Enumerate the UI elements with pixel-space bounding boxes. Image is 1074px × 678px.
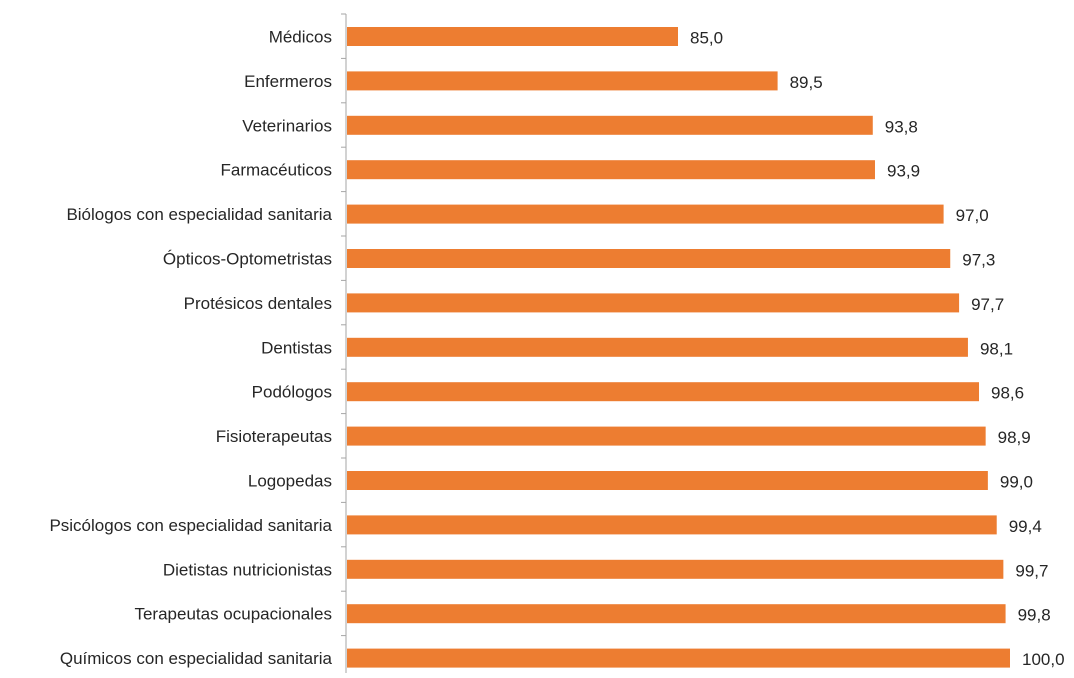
bar (347, 515, 997, 535)
category-label: Protésicos dentales (184, 294, 332, 313)
value-label: 99,7 (1015, 561, 1048, 580)
value-label: 98,6 (991, 384, 1024, 403)
category-label: Logopedas (248, 472, 332, 491)
category-label: Psicólogos con especialidad sanitaria (49, 516, 332, 535)
bar (347, 160, 875, 180)
value-label: 93,9 (887, 162, 920, 181)
value-label: 98,1 (980, 339, 1013, 358)
category-label: Fisioterapeutas (216, 427, 332, 446)
category-label: Ópticos-Optometristas (163, 250, 332, 269)
value-label: 97,7 (971, 295, 1004, 314)
category-label: Químicos con especialidad sanitaria (60, 649, 333, 668)
category-label: Enfermeros (244, 72, 332, 91)
y-axis (341, 13, 347, 673)
value-label: 98,9 (998, 428, 1031, 447)
bar (347, 249, 951, 268)
bars-group (347, 27, 1010, 668)
value-label: 85,0 (690, 29, 723, 48)
value-label: 99,4 (1009, 517, 1042, 536)
category-label: Terapeutas ocupacionales (134, 605, 332, 624)
category-label: Biólogos con especialidad sanitaria (66, 205, 332, 224)
value-label: 99,0 (1000, 473, 1033, 492)
category-label: Podólogos (252, 383, 332, 402)
bar (347, 426, 986, 446)
bar (347, 115, 873, 135)
value-labels: 85,0 89,5 93,8 93,9 97,0 97,3 97,7 98,1 98,6 98,9… (690, 29, 1065, 670)
value-label: 97,0 (956, 206, 989, 225)
value-label: 100,0 (1022, 650, 1065, 669)
value-label: 89,5 (790, 73, 823, 92)
bar (347, 604, 1006, 624)
value-label: 97,3 (962, 251, 995, 270)
bar (347, 293, 960, 313)
bar (347, 559, 1004, 579)
value-label: 99,8 (1018, 606, 1051, 625)
category-label: Dentistas (261, 338, 332, 357)
category-label: Farmacéuticos (221, 161, 332, 180)
bar (347, 71, 778, 91)
bar (347, 27, 678, 46)
category-label: Dietistas nutricionistas (163, 560, 332, 579)
bar (347, 204, 944, 224)
category-label: Veterinarios (242, 116, 332, 135)
category-label: Médicos (269, 28, 332, 47)
bar (347, 471, 988, 490)
bar (347, 382, 980, 402)
value-label: 93,8 (885, 117, 918, 136)
category-labels: Médicos Enfermeros Veterinarios Farmacéutic… (49, 28, 332, 669)
bar (347, 648, 1010, 668)
bar (347, 337, 968, 357)
